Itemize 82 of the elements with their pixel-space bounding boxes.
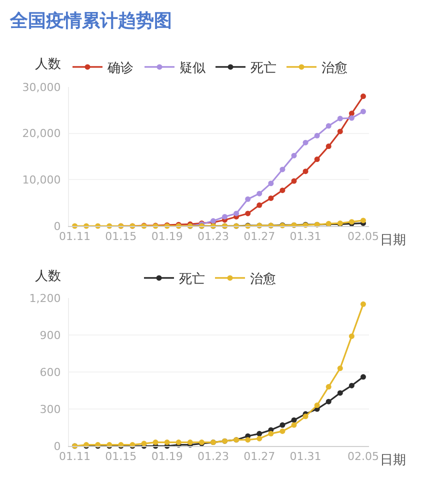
y-axis-title: 人数: [35, 57, 61, 72]
legend-label: 治愈: [250, 272, 276, 288]
point: [152, 440, 158, 446]
point: [222, 214, 228, 220]
chart-title: 全国疫情累计趋势图: [9, 10, 172, 32]
y-tick-label: 10,000: [22, 174, 61, 187]
point: [280, 422, 286, 428]
x-tick-label: 01.15: [105, 230, 137, 244]
point: [360, 374, 366, 380]
point: [314, 132, 320, 138]
y-tick-label: 30,000: [22, 80, 61, 94]
point: [280, 188, 286, 194]
point: [337, 116, 343, 122]
point: [326, 123, 332, 129]
point: [141, 440, 147, 446]
x-tick-label: 01.27: [244, 450, 276, 464]
point: [302, 168, 308, 174]
point: [245, 196, 251, 202]
x-tick-label: 01.19: [151, 450, 183, 464]
x-tick-label: 01.31: [290, 450, 322, 464]
point: [291, 417, 297, 423]
point: [348, 333, 354, 339]
point: [256, 190, 262, 196]
point: [337, 366, 343, 372]
point: [256, 430, 262, 436]
point: [268, 195, 274, 201]
point: [280, 428, 286, 434]
point: [348, 110, 354, 116]
point: [256, 202, 262, 208]
legend-label: 死亡: [179, 271, 205, 288]
x-tick-label: 01.11: [59, 230, 91, 244]
point: [360, 108, 366, 114]
point: [326, 384, 332, 390]
point: [291, 178, 297, 184]
point: [256, 436, 262, 442]
point: [234, 210, 240, 216]
point: [326, 398, 332, 404]
point: [268, 430, 274, 436]
x-tick-label: 01.11: [59, 450, 91, 464]
point: [302, 414, 308, 420]
x-tick-label: 01.15: [105, 450, 137, 464]
x-tick-label: 01.23: [197, 230, 229, 244]
point: [245, 210, 251, 216]
point: [360, 94, 366, 100]
legend-label: 死亡: [250, 60, 276, 76]
point: [291, 422, 297, 428]
point: [291, 152, 297, 158]
x-tick-label: 01.31: [290, 230, 322, 244]
x-tick-label: 02.05: [347, 230, 379, 244]
point: [326, 144, 332, 150]
x-tick-label: 01.19: [151, 230, 183, 244]
point: [337, 390, 343, 396]
point: [314, 402, 320, 408]
x-axis-title: 日期: [380, 233, 406, 248]
point: [187, 440, 193, 446]
y-tick-label: 600: [40, 366, 61, 379]
legend-label: 治愈: [322, 61, 348, 76]
point: [176, 440, 182, 446]
x-tick-label: 02.05: [347, 450, 379, 464]
x-axis-title: 日期: [380, 453, 406, 468]
point: [280, 166, 286, 172]
point: [314, 156, 320, 162]
legend-label: 疑似: [180, 61, 206, 76]
point: [348, 382, 354, 388]
y-tick-label: 900: [40, 328, 61, 342]
point: [360, 218, 366, 224]
point: [302, 140, 308, 146]
legend-label: 确诊: [106, 61, 134, 76]
point: [164, 440, 170, 446]
point: [337, 128, 343, 134]
point: [268, 180, 274, 186]
y-tick-label: 20,000: [22, 127, 61, 140]
y-tick-label: 0: [54, 220, 61, 233]
y-tick-label: 0: [54, 440, 61, 453]
y-tick-label: 1,200: [29, 292, 61, 305]
y-axis-title: 人数: [35, 269, 61, 284]
x-tick-label: 01.27: [244, 230, 276, 244]
point: [348, 115, 354, 121]
y-tick-label: 300: [40, 402, 61, 416]
x-tick-label: 01.23: [197, 450, 229, 464]
point: [245, 437, 251, 443]
point: [360, 301, 366, 307]
